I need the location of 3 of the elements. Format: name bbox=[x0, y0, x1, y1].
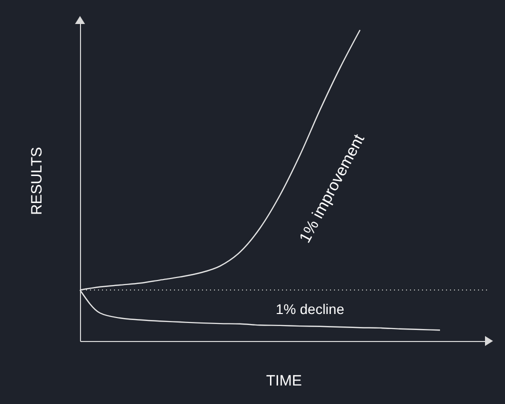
y-axis-title: RESULTS bbox=[28, 146, 46, 216]
series-label: 1% decline bbox=[276, 300, 344, 317]
x-axis-title: TIME bbox=[266, 372, 302, 390]
